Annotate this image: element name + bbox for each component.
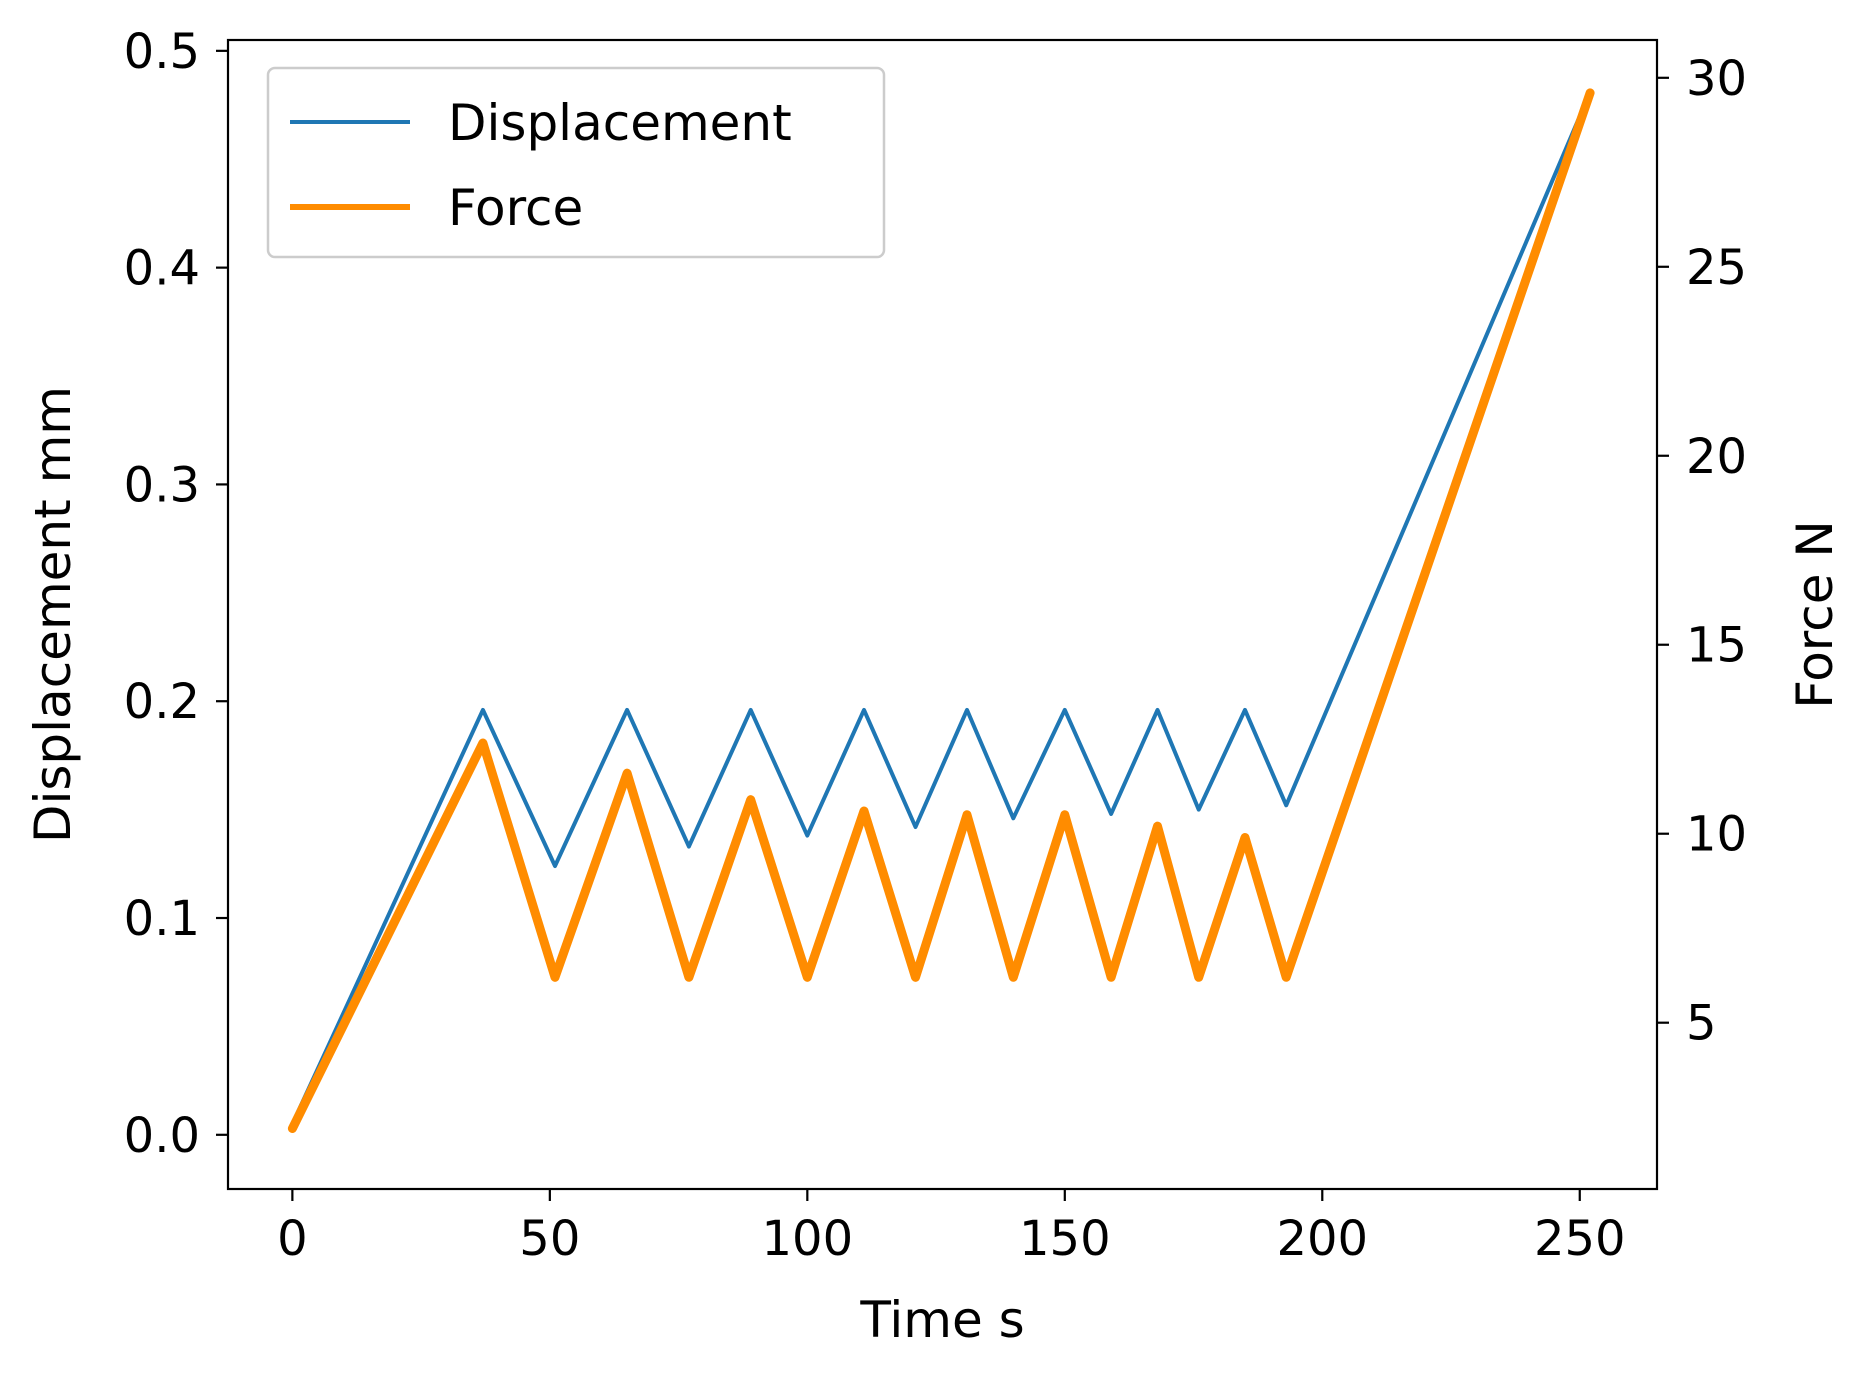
x-axis-ticks: 0 50 100 150 200 250 <box>277 1189 1626 1267</box>
x-tick-label: 250 <box>1534 1211 1626 1267</box>
series-line-displacement <box>290 90 1593 1126</box>
left-y-tick-label: 0.0 <box>124 1108 200 1164</box>
x-tick-label: 0 <box>277 1211 308 1267</box>
right-y-tick-label: 15 <box>1686 618 1747 674</box>
left-y-axis-ticks: 0.0 0.1 0.2 0.3 0.4 0.5 <box>124 24 228 1164</box>
right-y-axis-label: Force N <box>1786 520 1844 709</box>
legend-box <box>266 66 886 259</box>
right-y-axis-ticks: 5 10 15 20 25 30 <box>1657 51 1747 1052</box>
x-tick-label: 150 <box>1019 1211 1111 1267</box>
series-line-force <box>287 88 1595 1133</box>
legend-label-force: Force <box>448 179 583 237</box>
legend: Displacement Force <box>266 66 886 259</box>
right-y-tick-label: 10 <box>1686 807 1747 863</box>
left-y-tick-label: 0.5 <box>124 24 200 80</box>
right-y-tick-label: 25 <box>1686 240 1747 296</box>
left-y-tick-label: 0.2 <box>124 674 200 730</box>
left-y-tick-label: 0.4 <box>124 241 200 297</box>
right-y-tick-label: 30 <box>1686 51 1747 107</box>
x-tick-label: 50 <box>519 1211 580 1267</box>
legend-label-displacement: Displacement <box>448 94 792 152</box>
x-tick-label: 200 <box>1276 1211 1368 1267</box>
left-y-tick-label: 0.3 <box>124 457 200 513</box>
right-y-tick-label: 20 <box>1686 429 1747 485</box>
x-axis-label: Time s <box>859 1291 1024 1349</box>
x-tick-label: 100 <box>762 1211 854 1267</box>
series-layer <box>287 88 1595 1133</box>
right-y-tick-label: 5 <box>1686 996 1717 1052</box>
left-y-axis-label: Displacement mm <box>24 386 82 843</box>
plot-frame <box>226 38 1659 1191</box>
left-y-tick-label: 0.1 <box>124 891 200 947</box>
